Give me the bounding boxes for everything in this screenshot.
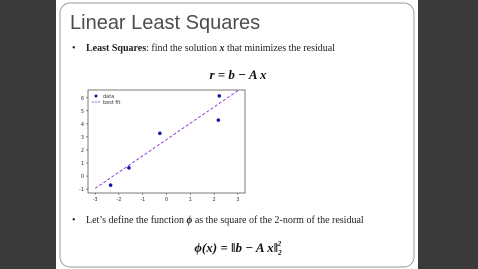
- slide-title: Linear Least Squares: [70, 12, 260, 34]
- equation: r = b − A x: [209, 67, 267, 82]
- y-tick-label: 5: [81, 109, 84, 115]
- legend-label: best fit: [103, 100, 121, 106]
- bullet-text: Least Squares: find the solution x that …: [86, 43, 335, 54]
- text: as the square of the 2-norm of the resid…: [192, 215, 364, 226]
- fit-line: [94, 90, 239, 189]
- x-tick-label: 3: [236, 197, 239, 203]
- subscript: 2: [277, 249, 282, 257]
- x-tick-label: 1: [189, 197, 192, 203]
- left-margin: [0, 0, 56, 269]
- text: Let’s define the function: [86, 215, 187, 226]
- equation: ϕ(x) = ‖b − A x‖22: [194, 240, 282, 257]
- y-tick-label: 1: [81, 161, 84, 167]
- bullet-text: Let’s define the function ϕ as the squar…: [86, 215, 364, 226]
- y-tick-label: 2: [81, 148, 84, 154]
- x-tick-label: 0: [165, 197, 168, 203]
- x-tick-label: 2: [212, 197, 215, 203]
- data-point: [158, 131, 162, 136]
- data-point: [216, 118, 221, 122]
- superscript: 2: [277, 240, 282, 248]
- x-tick-label: -2: [116, 197, 121, 203]
- variable: x: [218, 43, 224, 54]
- y-tick-label: 3: [81, 135, 84, 141]
- y-tick-label: 4: [81, 122, 84, 128]
- bullet: •: [72, 43, 76, 54]
- slide-border: [59, 2, 415, 268]
- data-point: [127, 166, 131, 170]
- text: ϕ(x) = ‖b − A x‖: [194, 240, 278, 255]
- data-point: [217, 94, 222, 98]
- x-tick-label: -1: [140, 197, 145, 203]
- legend-swatch: [94, 94, 98, 98]
- data-point: [108, 183, 113, 187]
- bold-term: Least Squares: [86, 43, 146, 54]
- variable: ϕ: [187, 215, 193, 226]
- legend-label: data: [103, 94, 114, 100]
- text: : find the solution: [146, 43, 219, 54]
- bullet: •: [72, 215, 76, 226]
- text: that minimizes the residual: [224, 43, 335, 54]
- x-tick-label: -3: [93, 197, 98, 203]
- y-tick-label: 0: [81, 174, 84, 180]
- y-tick-label: 6: [81, 96, 84, 102]
- y-tick-label: -1: [79, 187, 84, 193]
